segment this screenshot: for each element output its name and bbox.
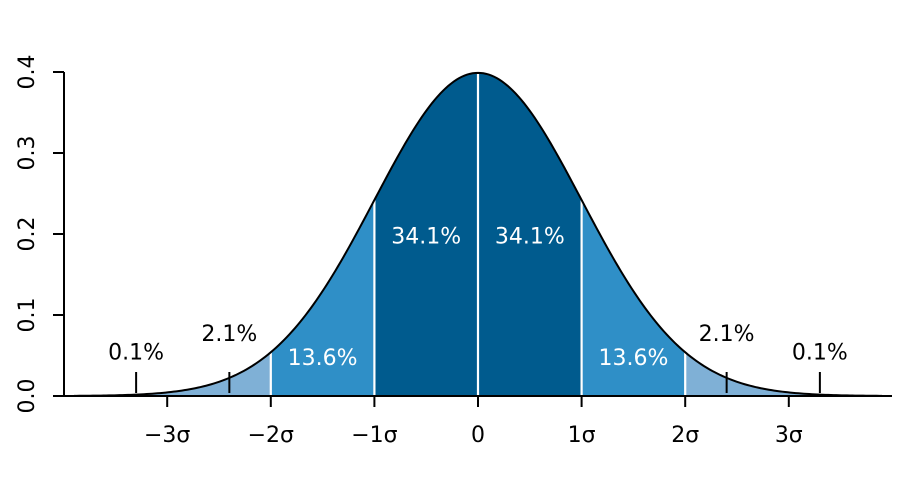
tail-percent-label: 0.1%: [792, 341, 848, 366]
band-percent-label: 13.6%: [598, 346, 668, 371]
tick-marks: [53, 71, 821, 407]
y-tick-label: 0.3: [15, 136, 40, 171]
x-tick-label: −2σ: [248, 423, 294, 448]
y-tick-label: 0.0: [15, 379, 40, 414]
density-curve: [73, 71, 883, 397]
x-tick-label: 2σ: [671, 423, 699, 448]
x-tick-label: −1σ: [351, 423, 397, 448]
band-5: [685, 352, 883, 396]
y-tick-label: 0.1: [15, 298, 40, 333]
x-tick-label: −3σ: [144, 423, 190, 448]
x-tick-label: 0: [471, 423, 485, 448]
tail-percent-label: 0.1%: [108, 341, 164, 366]
tail-percent-label: 2.1%: [201, 322, 257, 347]
y-tick-label: 0.4: [15, 55, 40, 90]
band-0: [73, 352, 271, 396]
labels: −3σ −2σ −1σ 0 1σ 2σ 3σ 0.0 0.1 0.2 0.3 0.4 34.1% 34.1…: [15, 55, 848, 449]
x-tick-label: 3σ: [775, 423, 803, 448]
band-percent-label: 34.1%: [391, 225, 461, 250]
x-tick-label: 1σ: [568, 423, 596, 448]
y-tick-label: 0.2: [15, 217, 40, 252]
band-percent-label: 13.6%: [288, 346, 358, 371]
band-percent-label: 34.1%: [495, 225, 565, 250]
tail-percent-label: 2.1%: [699, 322, 755, 347]
sigma-dividers: [269, 72, 687, 396]
